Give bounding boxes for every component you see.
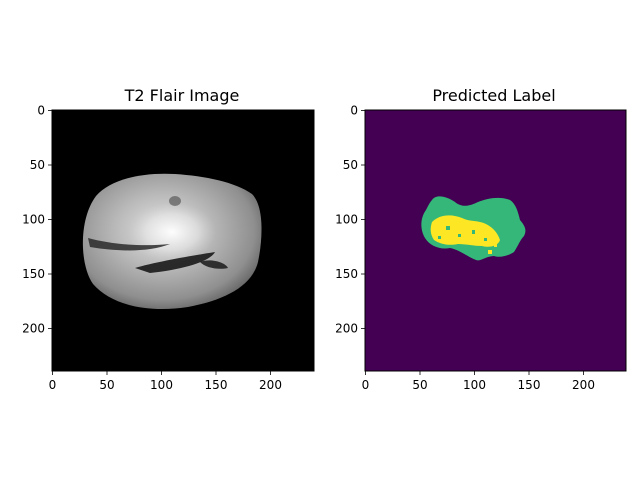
tumor-hyperintensity [128, 202, 216, 262]
ventricle-dark-small [200, 260, 228, 269]
core-speckle [458, 234, 461, 237]
flair-y-tick-label: 0 [37, 104, 45, 118]
label-y-tick-label: 0 [350, 104, 358, 118]
flair-image [52, 110, 314, 371]
label-y-tick-label: 50 [343, 158, 358, 172]
core-speckle [472, 230, 475, 234]
flair-y-tick-label: 200 [22, 322, 45, 336]
label-y-tick-label: 100 [335, 213, 358, 227]
core-speckle [484, 238, 487, 241]
label-x-tick-label: 150 [518, 378, 541, 392]
core-speckle [446, 226, 450, 230]
flair-x-tick-label: 0 [49, 378, 57, 392]
core-speckle [438, 236, 441, 239]
label-x-tick-label: 50 [412, 378, 427, 392]
flair-axes-frame [51, 109, 315, 372]
flair-panel-title: T2 Flair Image [124, 86, 240, 105]
label-x-tick-label: 100 [463, 378, 486, 392]
flair-x-tick-label: 50 [99, 378, 114, 392]
label-panel-title: Predicted Label [432, 86, 555, 105]
label-axes-frame [364, 109, 627, 372]
flair-y-tick-label: 50 [30, 158, 45, 172]
label-y-tick-label: 150 [335, 267, 358, 281]
ventricle-dark-right [135, 252, 215, 273]
label-image [365, 110, 626, 371]
label-x-ticks: 0 50 100 150 200 [362, 371, 595, 392]
core-speckle [488, 250, 492, 254]
flair-y-tick-label: 100 [22, 213, 45, 227]
label-x-tick-label: 0 [362, 378, 370, 392]
flair-x-ticks: 0 50 100 150 200 [49, 371, 282, 392]
flair-y-tick-label: 150 [22, 267, 45, 281]
core-region [430, 215, 500, 247]
flair-x-tick-label: 200 [259, 378, 282, 392]
flair-x-tick-label: 150 [205, 378, 228, 392]
label-x-tick-label: 200 [572, 378, 595, 392]
label-panel: Predicted Label 0 50 100 150 200 [335, 86, 627, 392]
flair-panel: T2 Flair Image 0 50 100 150 200 [22, 86, 315, 392]
flair-x-tick-label: 100 [150, 378, 173, 392]
ventricle-dark-left [88, 238, 170, 251]
label-y-ticks: 0 50 100 150 200 [335, 104, 365, 336]
core-speckle [494, 244, 497, 247]
dark-spot [169, 196, 181, 206]
label-y-tick-label: 200 [335, 322, 358, 336]
flair-y-ticks: 0 50 100 150 200 [22, 104, 52, 336]
